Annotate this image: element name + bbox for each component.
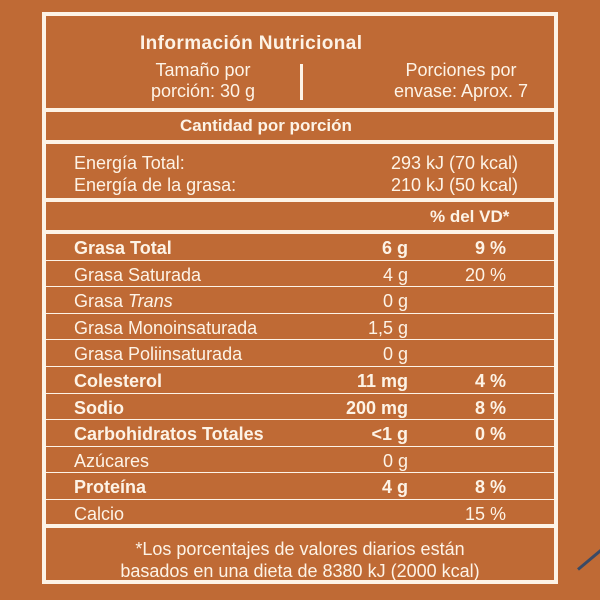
nutrient-daily-value: 9 % [474,238,506,258]
nutrient-quantity: <1 g [371,424,408,445]
footnote-line1: *Los porcentajes de valores diarios está… [135,539,465,559]
serving-size: Tamaño por porción: 30 g [118,60,288,102]
energy-total-label: Energía Total: [74,153,185,173]
nutrient-row: Carbohidratos Totales <1 g 0 % [46,420,554,446]
energy-fat-value: 210 kJ (50 kcal) [390,175,518,195]
nutrient-label: Carbohidratos Totales [74,424,264,445]
nutrition-facts-panel: Información Nutricional Tamaño por porci… [42,12,558,584]
nutrient-label: Colesterol [74,371,163,391]
servings-per-container: Porciones por envase: Aprox. 7 [368,60,554,102]
nutrient-quantity: 4 g [382,264,408,285]
row-divider [46,312,554,314]
divider-thick-dv [46,230,554,234]
nutrient-label: Grasa Poliinsaturada [74,344,243,365]
nutrient-label: Grasa Monoinsaturada [74,317,258,338]
nutrient-quantity: 200 mg [345,397,408,418]
nutrient-label: Grasa Total [74,238,172,258]
serving-divider [300,64,303,100]
nutrient-quantity: 0 g [382,450,408,471]
nutrient-quantity: 0 g [382,291,408,312]
row-divider [46,339,554,341]
row-divider [46,392,554,394]
nutrient-daily-value: 8 % [474,477,506,498]
nutrient-daily-value: 20 % [464,264,506,285]
nutrient-row: Grasa Total 6 g 9 % [46,234,554,260]
row-divider [46,472,554,474]
row-divider [46,259,554,261]
nutrient-row: Grasa Poliinsaturada 0 g [46,340,554,366]
divider-thick-bottom [46,524,554,528]
footnote-line2: basados en una dieta de 8380 kJ (2000 kc… [120,561,480,581]
divider-thick-top [46,108,554,112]
nutrient-label: Grasa Saturada [74,264,202,285]
nutrient-label-text: Grasa [74,291,129,312]
corner-decoration [577,542,600,571]
nutrient-quantity: 1,5 g [367,317,408,338]
nutrient-quantity: 4 g [381,477,408,498]
nutrient-row: Grasa Trans 0 g [46,287,554,313]
nutrient-row: Proteína 4 g 8 % [46,473,554,499]
nutrient-daily-value: 0 % [474,424,506,445]
nutrient-label: Sodio [74,397,124,418]
divider-thick-energy [46,198,554,202]
footnote: *Los porcentajes de valores diarios está… [46,538,554,582]
nutrient-row: Colesterol 11 mg 4 % [46,367,554,393]
nutrient-row: Sodio 200 mg 8 % [46,394,554,420]
nutrient-daily-value: 15 % [464,504,506,524]
nutrient-row: Calcio 15 % [46,500,554,526]
nutrient-label: Proteína [74,477,147,498]
energy-values: 293 kJ (70 kcal) 210 kJ (50 kcal) [316,152,518,196]
nutrient-daily-value: 8 % [474,397,506,418]
serving-size-line2: porción: 30 g [150,81,256,101]
energy-total-value: 293 kJ (70 kcal) [390,153,518,173]
nutrient-row: Azúcares 0 g [46,447,554,473]
nutrient-quantity: 0 g [382,344,408,365]
energy-labels: Energía Total: Energía de la grasa: [74,152,236,196]
row-divider [46,366,554,367]
row-divider [46,445,554,447]
divider-thick-amount [46,140,554,144]
amount-per-serving-header: Cantidad por porción [180,116,352,135]
serving-size-line1: Tamaño por [155,60,251,80]
nutrient-row: Grasa Saturada 4 g 20 % [46,261,554,287]
row-divider [46,286,554,288]
nutrient-quantity: 6 g [381,238,408,258]
row-divider [46,499,554,500]
nutrient-daily-value: 4 % [474,371,506,391]
nutrient-label: Calcio [74,504,125,524]
servings-line2: envase: Aprox. 7 [393,81,529,101]
row-divider [46,419,554,421]
nutrient-label: Grasa Trans [74,292,173,310]
nutrient-row: Grasa Monoinsaturada 1,5 g [46,314,554,340]
nutrition-title: Información Nutricional [140,33,363,54]
servings-line1: Porciones por [405,60,517,80]
nutrient-label-italic: Trans [128,291,173,312]
nutrient-quantity: 11 mg [356,371,408,391]
energy-fat-label: Energía de la grasa: [74,175,237,195]
nutrient-label: Azúcares [74,450,150,471]
daily-value-header: % del VD* [430,207,510,226]
